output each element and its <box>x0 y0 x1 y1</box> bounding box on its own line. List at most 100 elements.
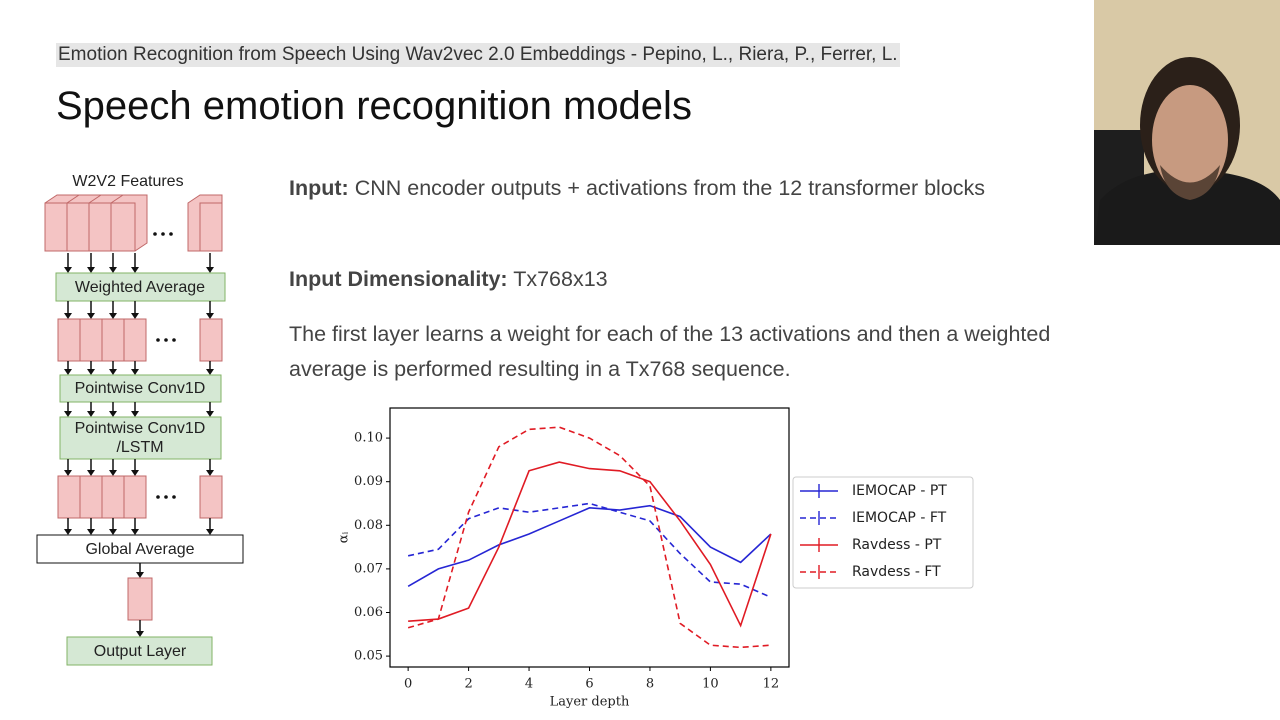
arrow-head <box>64 267 72 273</box>
paragraph-label: Input: <box>289 176 349 200</box>
diagram-label: Pointwise Conv1D <box>75 420 206 437</box>
arrow-head <box>109 411 117 417</box>
series-line <box>407 426 771 649</box>
chart: 0.05 0.06 0.07 0.08 0.09 0.10 0 2 4 6 8 10 12 Layer d… <box>337 407 790 710</box>
legend: IEMOCAP - PT IEMOCAP - FT Ravdess - PT Ravd… <box>792 476 974 589</box>
arrow-head <box>109 369 117 375</box>
architecture-diagram: W2V2 Features Weighted Average Pointwise C… <box>36 173 244 666</box>
arrow-head <box>87 267 95 273</box>
feature-block <box>127 577 153 621</box>
x-tick-label: 10 <box>702 677 719 692</box>
arrow-head <box>206 470 214 476</box>
ellipsis-dot <box>172 495 176 499</box>
ellipsis-dot <box>164 338 168 342</box>
arrow-head <box>109 470 117 476</box>
feature-block <box>57 318 81 362</box>
y-tick-label: 0.06 <box>354 605 383 620</box>
output-layer-box <box>66 636 213 666</box>
paragraph-text: The first layer learns a weight for each… <box>289 322 1051 381</box>
arrow-head <box>206 411 214 417</box>
arrow-head <box>64 411 72 417</box>
arrow-head <box>64 313 72 319</box>
y-tick-label: 0.09 <box>354 474 383 489</box>
feature-block <box>66 202 92 252</box>
arrow-head <box>131 470 139 476</box>
ellipsis-dot <box>156 495 160 499</box>
arrow-head <box>64 470 72 476</box>
feature-block <box>79 475 103 519</box>
series-line <box>407 504 772 588</box>
feature-block <box>79 318 103 362</box>
citation: Emotion Recognition from Speech Using Wa… <box>56 43 900 67</box>
diagram-label: Pointwise Conv1D <box>75 380 206 397</box>
x-tick-label: 2 <box>464 677 472 692</box>
legend-box <box>792 476 974 589</box>
y-axis-label: αᵢ <box>337 531 352 543</box>
arrow-head <box>206 313 214 319</box>
face <box>1152 85 1228 195</box>
feature-block <box>101 318 125 362</box>
feature-block <box>123 318 147 362</box>
paragraph-text: Tx768x13 <box>513 267 608 291</box>
ellipsis-dot <box>153 232 157 236</box>
arrow-head <box>136 631 144 637</box>
y-tick-label: 0.10 <box>354 431 383 446</box>
arrow-head <box>87 529 95 535</box>
arrow-head <box>87 411 95 417</box>
legend-label: Ravdess - PT <box>852 537 942 553</box>
feature-block <box>199 475 223 519</box>
ellipsis-dot <box>172 338 176 342</box>
arrow-head <box>131 411 139 417</box>
diagram-label: Global Average <box>85 541 194 558</box>
arrow-head <box>87 313 95 319</box>
arrow-head <box>206 529 214 535</box>
diagram-label: /LSTM <box>116 439 163 456</box>
feature-block <box>199 202 223 252</box>
feature-block <box>101 475 125 519</box>
diagram-label: Weighted Average <box>75 279 205 296</box>
feature-block <box>123 475 147 519</box>
paragraph: Input: CNN encoder outputs + activations… <box>289 171 1059 206</box>
arrow-head <box>87 470 95 476</box>
x-tick-label: 12 <box>763 677 780 692</box>
arrow-head <box>131 313 139 319</box>
feature-block <box>57 475 81 519</box>
conv-lstm-box <box>59 416 222 460</box>
paragraph-label: Input Dimensionality: <box>289 267 508 291</box>
ellipsis-dot <box>169 232 173 236</box>
legend-label: IEMOCAP - PT <box>852 483 947 499</box>
x-tick-label: 6 <box>585 677 593 692</box>
ellipsis-dot <box>156 338 160 342</box>
x-tick-label: 0 <box>404 677 412 692</box>
arrow-head <box>109 267 117 273</box>
conv-box <box>59 374 222 403</box>
feature-block <box>110 202 136 252</box>
beard <box>1160 165 1220 200</box>
ellipsis-dot <box>164 495 168 499</box>
arrow-head <box>131 267 139 273</box>
arrow-head <box>87 369 95 375</box>
arrow-head <box>136 572 144 578</box>
legend-label: IEMOCAP - FT <box>852 510 947 526</box>
x-tick-label: 8 <box>646 677 654 692</box>
x-axis-label: Layer depth <box>550 695 630 710</box>
global-average-box <box>36 534 244 564</box>
diagram-label: Output Layer <box>94 643 187 660</box>
arrow-head <box>64 369 72 375</box>
plot-area <box>389 407 790 668</box>
y-tick-label: 0.08 <box>354 518 383 533</box>
diagram-label: W2V2 Features <box>72 173 183 190</box>
weighted-average-box <box>55 272 226 302</box>
feature-block <box>44 202 70 252</box>
series-line <box>407 502 772 598</box>
paragraph: Input Dimensionality: Tx768x13 <box>289 262 1059 297</box>
y-tick-label: 0.07 <box>354 561 383 576</box>
arrow-head <box>206 369 214 375</box>
feature-block <box>88 202 114 252</box>
slide-title: Speech emotion recognition models <box>56 84 692 128</box>
legend-label: Ravdess - FT <box>852 564 941 580</box>
arrow-head <box>109 529 117 535</box>
paragraph: The first layer learns a weight for each… <box>289 317 1059 387</box>
